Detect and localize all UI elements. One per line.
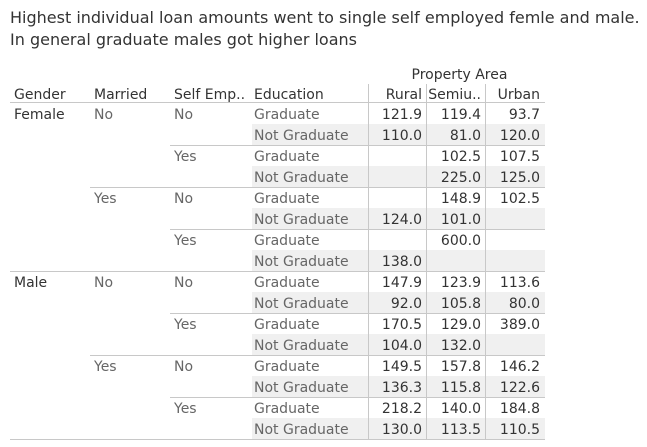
row-band [252, 208, 545, 229]
row-band [252, 376, 545, 397]
married-label: No [94, 275, 113, 291]
row-band [252, 292, 545, 313]
cell-value: 101.0 [441, 212, 481, 228]
row-band [252, 418, 545, 439]
cell-value: 113.6 [500, 275, 540, 291]
cell-value: 123.9 [441, 275, 481, 291]
cell-value: 170.5 [382, 317, 422, 333]
cell-value: 102.5 [441, 149, 481, 165]
self-employed-label: No [174, 107, 193, 123]
self-employed-label: No [174, 359, 193, 375]
cell-value: 157.8 [441, 359, 481, 375]
education-label: Not Graduate [254, 380, 349, 396]
cell-value: 122.6 [500, 380, 540, 396]
education-label: Graduate [254, 275, 320, 291]
cell-value: 119.4 [441, 107, 481, 123]
cell-value: 140.0 [441, 401, 481, 417]
cell-value: 147.9 [382, 275, 422, 291]
cell-value: 92.0 [391, 296, 422, 312]
cell-value: 389.0 [500, 317, 540, 333]
cell-value: 105.8 [441, 296, 481, 312]
column-header: Rural [386, 87, 422, 103]
education-label: Graduate [254, 191, 320, 207]
cell-value: 136.3 [382, 380, 422, 396]
chart-title: Highest individual loan amounts went to … [10, 7, 640, 51]
cell-value: 115.8 [441, 380, 481, 396]
education-label: Not Graduate [254, 128, 349, 144]
married-label: No [94, 107, 113, 123]
education-label: Not Graduate [254, 422, 349, 438]
married-label: Yes [93, 359, 117, 375]
row-dimension-header: Self Emp.. [174, 87, 245, 103]
cell-value: 146.2 [500, 359, 540, 375]
cell-value: 107.5 [500, 149, 540, 165]
column-header: Urban [498, 87, 540, 103]
education-label: Not Graduate [254, 338, 349, 354]
cell-value: 80.0 [509, 296, 540, 312]
education-label: Not Graduate [254, 170, 349, 186]
self-employed-label: Yes [173, 233, 197, 249]
title-line-1: Highest individual loan amounts went to … [10, 8, 640, 27]
self-employed-label: Yes [173, 401, 197, 417]
self-employed-label: Yes [173, 317, 197, 333]
gender-label: Male [14, 275, 47, 291]
cell-value: 138.0 [382, 254, 422, 270]
cell-value: 218.2 [382, 401, 422, 417]
education-label: Graduate [254, 233, 320, 249]
row-dimension-header: Education [254, 87, 324, 103]
married-label: Yes [93, 191, 117, 207]
row-band [252, 250, 545, 271]
education-label: Graduate [254, 401, 320, 417]
cell-value: 93.7 [509, 107, 540, 123]
cell-value: 184.8 [500, 401, 540, 417]
cell-value: 125.0 [500, 170, 540, 186]
cell-value: 225.0 [441, 170, 481, 186]
education-label: Not Graduate [254, 254, 349, 270]
cell-value: 129.0 [441, 317, 481, 333]
row-band [252, 334, 545, 355]
row-band [252, 166, 545, 187]
gender-label: Female [14, 107, 65, 123]
self-employed-label: No [174, 191, 193, 207]
cell-value: 81.0 [450, 128, 481, 144]
education-label: Graduate [254, 359, 320, 375]
column-group-header: Property Area [412, 67, 508, 83]
cell-value: 148.9 [441, 191, 481, 207]
cell-value: 130.0 [382, 422, 422, 438]
education-label: Not Graduate [254, 296, 349, 312]
cell-value: 104.0 [382, 338, 422, 354]
self-employed-label: Yes [173, 149, 197, 165]
row-band [252, 124, 545, 145]
education-label: Graduate [254, 107, 320, 123]
title-line-2: In general graduate males got higher loa… [10, 30, 357, 49]
row-dimension-header: Married [94, 87, 147, 103]
cell-value: 600.0 [441, 233, 481, 249]
self-employed-label: No [174, 275, 193, 291]
cell-value: 121.9 [382, 107, 422, 123]
education-label: Not Graduate [254, 212, 349, 228]
cell-value: 124.0 [382, 212, 422, 228]
column-header: Semiu.. [428, 87, 481, 103]
cell-value: 132.0 [441, 338, 481, 354]
cell-value: 113.5 [441, 422, 481, 438]
cell-value: 110.5 [500, 422, 540, 438]
education-label: Graduate [254, 317, 320, 333]
cell-value: 149.5 [382, 359, 422, 375]
cell-value: 120.0 [500, 128, 540, 144]
education-label: Graduate [254, 149, 320, 165]
cell-value: 102.5 [500, 191, 540, 207]
row-dimension-header: Gender [14, 87, 66, 103]
cell-value: 110.0 [382, 128, 422, 144]
